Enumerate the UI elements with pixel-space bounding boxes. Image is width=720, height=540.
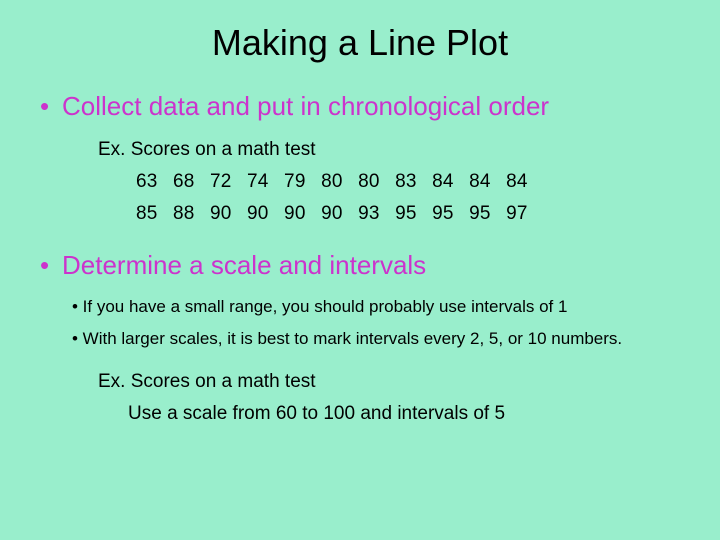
slide: Making a Line Plot •Collect data and put… (0, 0, 720, 540)
spacer (28, 361, 692, 371)
sub-bullet-small-range: • If you have a small range, you should … (28, 297, 692, 317)
scores-row-1: 63 68 72 74 79 80 80 83 84 84 84 (28, 171, 692, 193)
example-label-2: Ex. Scores on a math test (28, 371, 692, 393)
bullet-marker: • (40, 90, 62, 123)
scores-row-2: 85 88 90 90 90 90 93 95 95 95 97 (28, 203, 692, 225)
slide-title: Making a Line Plot (28, 22, 692, 64)
bullet-text: Collect data and put in chronological or… (62, 91, 549, 121)
example-label-1: Ex. Scores on a math test (28, 139, 692, 161)
bullet-collect-data: •Collect data and put in chronological o… (28, 90, 692, 123)
bullet-scale-intervals: •Determine a scale and intervals (28, 249, 692, 282)
sub-bullet-larger-scales: • With larger scales, it is best to mark… (28, 329, 692, 349)
example-instruction: Use a scale from 60 to 100 and intervals… (28, 403, 692, 425)
bullet-marker: • (40, 249, 62, 282)
spacer (28, 235, 692, 249)
bullet-text: Determine a scale and intervals (62, 250, 426, 280)
